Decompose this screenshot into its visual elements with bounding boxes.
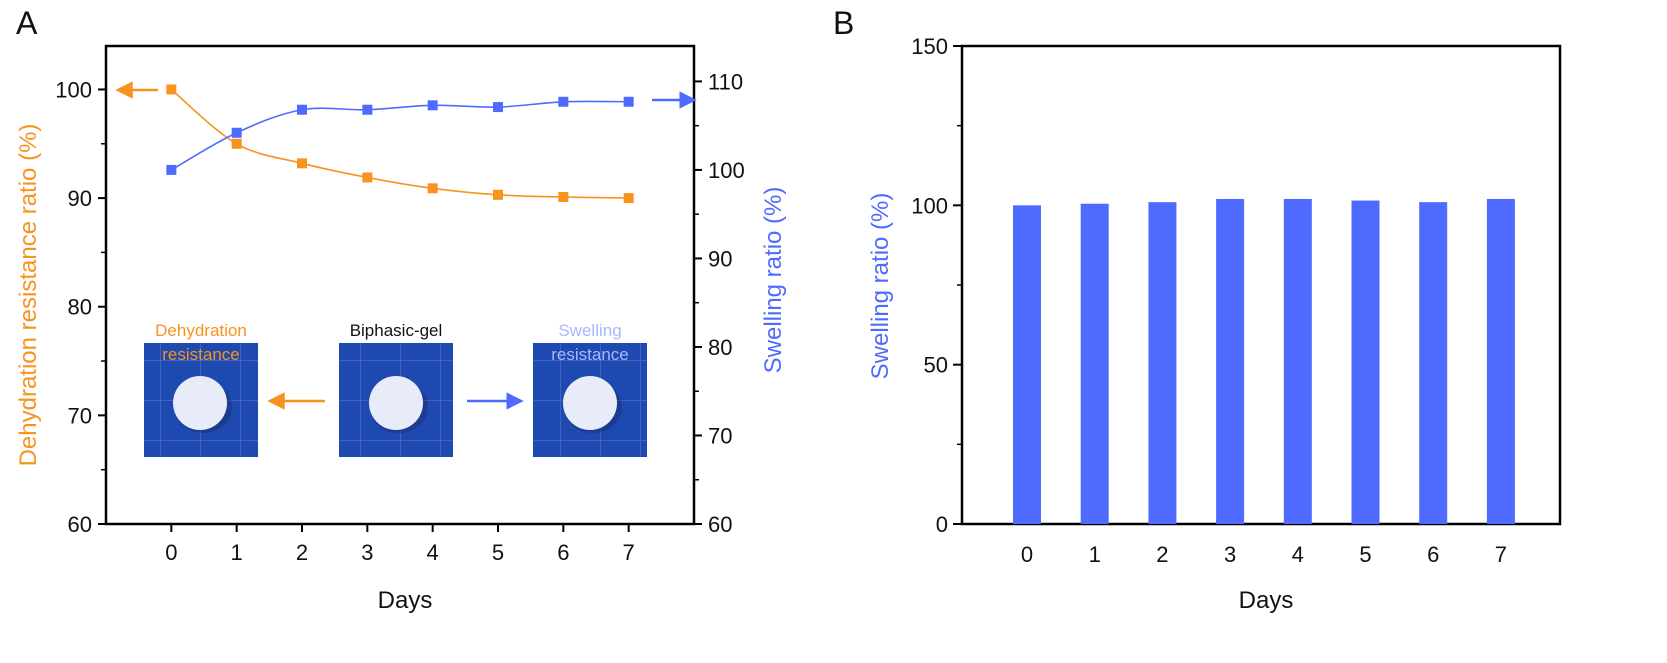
panel-a-x-ticks: 0 1 2 3 4 5 6 7: [165, 524, 635, 565]
panel-a-series: [166, 84, 634, 204]
panel-a-left-y-axis-title: Dehydration resistance ratio (%): [15, 124, 42, 467]
panel-a-series-0-point: [493, 189, 503, 200]
panel-b-bar: [1351, 200, 1380, 524]
inset-dehydration-label-line1: Dehydration: [155, 321, 247, 340]
panel-a-series-1-point: [297, 104, 307, 115]
panel-a-series-0-point: [427, 183, 438, 194]
panel-a-right-y-tick-label: 60: [708, 512, 732, 537]
panel-b-x-ticks: 0 1 2 3 4 5 6 7: [1021, 542, 1507, 567]
panel-b-x-tick-label: 5: [1359, 542, 1371, 567]
panel-a-right-y-tick-label: 90: [708, 246, 732, 271]
swelling-gel-disc: [563, 376, 617, 430]
panel-b-bars: [1013, 198, 1515, 525]
panel-b-bar: [1283, 198, 1312, 524]
panel-a-series-0-point: [231, 138, 242, 149]
biphasic-gel-inset: Dehydration resistance Biphasic-gel Swel…: [144, 321, 647, 457]
panel-a-series-0-point: [362, 172, 373, 183]
panel-b-bar: [1216, 198, 1245, 524]
panel-a-left-y-tick-label: 60: [68, 512, 92, 537]
panel-b-x-tick-label: 2: [1156, 542, 1168, 567]
panel-a-x-tick-label: 2: [296, 540, 308, 565]
panel-b-x-axis-title: Days: [1239, 587, 1294, 614]
panel-b-x-tick-label: 7: [1495, 542, 1507, 567]
panel-b-y-ticks: 0 50 100 150: [911, 34, 962, 537]
panel-a-series-1-point: [558, 96, 569, 107]
panel-a-series-0-point: [166, 84, 177, 95]
panel-a-x-tick-label: 4: [427, 540, 439, 565]
panel-a-series-1-point: [623, 96, 634, 107]
panel-a-right-y-tick-label: 70: [708, 423, 732, 448]
panel-a-left-y-tick-label: 90: [68, 186, 92, 211]
panel-a-left-y-tick-label: 80: [68, 295, 92, 320]
panel-a-x-tick-label: 1: [231, 540, 243, 565]
panel-a-letter: A: [16, 5, 38, 41]
panel-a-series-1-point: [427, 100, 438, 111]
panel-b-plot-frame: [960, 44, 1562, 526]
panel-b-bar: [1486, 198, 1515, 524]
panel-a-right-y-ticks: 60 70 80 90 100 110: [694, 69, 745, 537]
panel-a-x-axis-title: Days: [378, 587, 433, 614]
panel-b-y-tick-label: 100: [911, 193, 948, 218]
panel-b-x-tick-label: 6: [1427, 542, 1439, 567]
panel-b-y-axis-title: Swelling ratio (%): [867, 193, 894, 380]
panel-a-series-0-point: [623, 193, 634, 204]
panel-a-x-tick-label: 7: [623, 540, 635, 565]
panel-a-series-1-point: [166, 164, 177, 175]
panel-a-plot-frame: [104, 44, 696, 526]
panel-b-bar: [1419, 202, 1448, 524]
panel-b-letter: B: [833, 5, 854, 41]
panel-a-series-0-point: [297, 158, 307, 169]
panel-b-x-tick-label: 0: [1021, 542, 1033, 567]
panel-b-y-tick-label: 0: [936, 512, 948, 537]
inset-biphasic-label: Biphasic-gel: [350, 321, 443, 340]
inset-swelling-label-line1: Swelling: [558, 321, 621, 340]
panel-a-series-1-line: [170, 100, 629, 171]
inset-swelling-label-line2: resistance: [551, 345, 628, 364]
panel-a-series-1-point: [231, 127, 242, 138]
panel-a-series-1-point: [362, 104, 373, 115]
panel-a-left-y-tick-label: 100: [55, 77, 92, 102]
panel-a-right-y-axis-title: Swelling ratio (%): [760, 187, 787, 374]
panel-a-left-y-ticks: 60 70 80 90 100: [55, 77, 106, 537]
panel-a-right-y-tick-label: 100: [708, 158, 745, 183]
panel-b-bar: [1080, 203, 1109, 525]
biphasic-gel-disc: [369, 376, 423, 430]
panel-a-x-tick-label: 5: [492, 540, 504, 565]
panel-a-left-y-tick-label: 70: [68, 403, 92, 428]
inset-dehydration-label-line2: resistance: [162, 345, 239, 364]
panel-a-x-tick-label: 0: [165, 540, 177, 565]
panel-a-series-0-point: [558, 192, 569, 203]
panel-a-x-tick-label: 3: [361, 540, 373, 565]
dehydration-gel-disc: [173, 376, 227, 430]
panel-b-y-tick-label: 50: [924, 353, 948, 378]
panel-a-right-y-tick-label: 110: [708, 69, 743, 94]
panel-b-y-tick-label: 150: [911, 34, 948, 59]
panel-b-x-tick-label: 1: [1089, 542, 1101, 567]
panel-a-series-1-point: [493, 102, 503, 113]
panel-b-chart: 0 1 2 3 4 5 6 7 0 50 100 150 Days Swelling ratio (…: [867, 34, 1562, 614]
panel-b-bar: [1013, 205, 1041, 525]
panel-b-x-tick-label: 3: [1224, 542, 1236, 567]
panel-b-x-tick-label: 4: [1292, 542, 1304, 567]
panel-a-right-y-tick-label: 80: [708, 335, 732, 360]
panel-b-bar: [1148, 202, 1177, 524]
panel-a-x-tick-label: 6: [557, 540, 569, 565]
panel-a-chart: Dehydration resistance Biphasic-gel Swel…: [15, 44, 787, 614]
